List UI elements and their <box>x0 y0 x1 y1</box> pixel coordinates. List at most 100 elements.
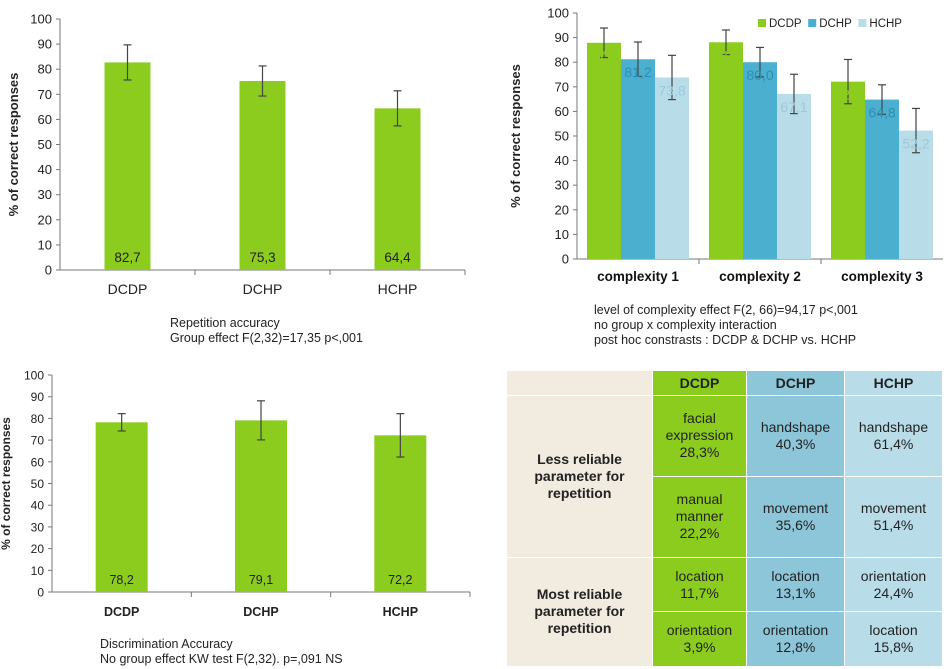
cell-line: 61,4% <box>873 435 914 452</box>
table-row: Less reliable parameter for repetition f… <box>506 395 943 558</box>
row-header-line: Most reliable <box>536 586 623 603</box>
cell-line: 28,3% <box>679 444 720 461</box>
caption-line: no group x complexity interaction <box>594 318 777 332</box>
header-hchp: HCHP <box>844 370 943 396</box>
bar-value-label: 80,0 <box>746 67 773 83</box>
cell-line: orientation <box>860 567 927 584</box>
y-tick-label: 60 <box>38 112 52 127</box>
bar-value-label: 87,9 <box>590 48 617 64</box>
y-tick-label: 10 <box>38 237 52 252</box>
y-tick-label: 0 <box>562 252 569 267</box>
y-tick-label: 70 <box>555 79 569 94</box>
y-tick-label: 60 <box>555 104 569 119</box>
y-tick-label: 0 <box>37 586 44 600</box>
cell-line: 3,9% <box>683 639 716 656</box>
complexity-chart: 0 10 20 30 40 50 60 70 80 90 100 % of correct respo… <box>508 6 943 284</box>
table-cell: handshape 40,3% <box>746 395 845 477</box>
cell-line: manual <box>676 491 723 508</box>
table-cell: handshape 61,4% <box>844 395 943 477</box>
table-cell: orientation 3,9% <box>652 611 747 667</box>
cell-line: location <box>675 567 724 584</box>
cell-line: 12,8% <box>775 639 816 656</box>
legend-label: DCHP <box>819 18 852 30</box>
y-axis-title: % of correct responses <box>508 64 523 208</box>
header-dcdp: DCDP <box>652 370 747 396</box>
bar-value-label: 81,2 <box>624 64 651 80</box>
cell-line: orientation <box>762 622 829 639</box>
legend-label: DCDP <box>769 18 802 30</box>
table-cell: movement 35,6% <box>746 475 845 558</box>
row-header-line: repetition <box>547 484 612 501</box>
caption-line: Discrimination Accuracy <box>100 637 233 651</box>
table-row: orientation 3,9% orientation 12,8% locat… <box>507 611 943 667</box>
y-axis-title: % of correct responses <box>0 417 13 550</box>
x-category-label: DCDP <box>108 281 148 297</box>
y-tick-label: 70 <box>31 434 45 448</box>
header-dchp: DCHP <box>746 370 845 396</box>
cell-line: facial <box>683 410 716 427</box>
bar-value-label: 64,4 <box>384 250 411 265</box>
y-tick-label: 40 <box>555 153 569 168</box>
bar-value-label: 64,8 <box>868 105 895 121</box>
legend-swatch <box>808 19 817 27</box>
y-tick-label: 100 <box>30 12 52 27</box>
table-corner <box>506 370 653 396</box>
table-cell: facial expression 28,3% <box>652 395 747 477</box>
bar-value-label: 79,1 <box>249 573 273 587</box>
parameter-table: DCDP DCHP HCHP Less reliable parameter f… <box>506 370 943 668</box>
bar-value-label: 67,1 <box>780 99 807 115</box>
row-header-less-reliable: Less reliable parameter for repetition <box>506 395 653 558</box>
legend-swatch <box>758 19 766 27</box>
caption-line: No group effect KW test F(2,32). p=,091 … <box>100 652 343 666</box>
y-tick-label: 40 <box>38 162 52 177</box>
bar-value-label: 72,1 <box>834 87 861 103</box>
caption-line: Group effect F(2,32)=17,35 p<,001 <box>170 331 363 345</box>
row-header-line: parameter for <box>534 467 625 484</box>
table-row: manual manner 22,2% movement 35,6% movem… <box>507 475 943 558</box>
bar <box>374 108 421 270</box>
caption-line: Repetition accuracy <box>170 316 280 330</box>
y-tick-label: 10 <box>555 227 569 242</box>
bar-value-label: 73,8 <box>658 82 685 98</box>
row-header-line: repetition <box>547 620 612 637</box>
bar-value-label: 88,1 <box>712 47 739 63</box>
bar-value-label: 82,7 <box>114 250 140 265</box>
bar-value-label: 78,2 <box>109 573 133 587</box>
y-tick-label: 70 <box>38 87 52 102</box>
table-cell: location 13,1% <box>746 556 845 613</box>
y-tick-label: 50 <box>555 129 569 144</box>
legend-swatch <box>858 19 867 27</box>
complexity-caption: level of complexity effect F(2, 66)=94,1… <box>594 303 858 348</box>
row-header-line: parameter for <box>534 603 625 620</box>
cell-line: 40,3% <box>775 435 816 452</box>
y-axis-title: % of correct responses <box>6 73 21 217</box>
y-tick-label: 60 <box>31 455 45 469</box>
x-category-label: complexity 3 <box>841 269 923 284</box>
y-tick-label: 90 <box>31 390 45 404</box>
x-category-label: DCDP <box>104 605 139 619</box>
bar-value-label: 52,2 <box>902 136 929 152</box>
cell-line: handshape <box>760 418 831 435</box>
discrimination-accuracy-chart: 0 10 20 30 40 50 60 70 80 90 100 % of correct respo… <box>0 369 471 619</box>
y-tick-label: 100 <box>24 369 44 383</box>
cell-line: 22,2% <box>679 525 720 542</box>
cell-line: 15,8% <box>873 639 914 656</box>
bar <box>239 80 286 270</box>
bar <box>865 99 899 259</box>
table-cell: orientation 12,8% <box>746 611 845 667</box>
row-header-most-reliable: Most reliable parameter for repetition <box>506 556 653 668</box>
caption-line: level of complexity effect F(2, 66)=94,1… <box>594 303 858 317</box>
bar <box>587 42 621 260</box>
table-cell: movement 51,4% <box>844 475 943 558</box>
cell-line: movement <box>860 499 927 516</box>
y-tick-label: 80 <box>38 62 52 77</box>
x-category-label: complexity 1 <box>597 269 679 284</box>
legend-label: HCHP <box>869 18 902 30</box>
cell-line: movement <box>762 499 829 516</box>
bar <box>777 93 811 260</box>
x-category-label: DCHP <box>243 605 278 619</box>
bar-value-label: 75,3 <box>249 250 275 265</box>
y-tick-label: 100 <box>547 6 569 21</box>
repetition-accuracy-chart: 0 10 20 30 40 50 60 70 80 90 100 % of correct respo… <box>6 12 466 297</box>
bar <box>709 42 743 259</box>
